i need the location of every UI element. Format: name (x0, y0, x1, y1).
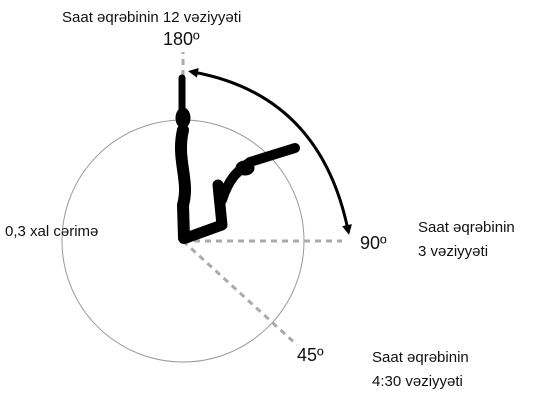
dashed-line-45 (183, 241, 297, 345)
angle-45: 45º (297, 345, 324, 365)
penalty-label: 0,3 xal cərimə (5, 223, 98, 240)
right-caption: Saat əqrəbinin (418, 219, 515, 236)
angle-180: 180º (163, 29, 200, 49)
diagram: Saat əqrəbinin 12 vəziyyəti 180º 0,3 xal… (0, 0, 557, 401)
bottom-caption: Saat əqrəbinin (372, 349, 469, 366)
angle-90: 90º (360, 233, 387, 253)
diver-vertical (176, 78, 190, 238)
bottom-caption: 4:30 vəziyyəti (372, 373, 463, 390)
right-caption: 3 vəziyyəti (418, 243, 488, 260)
diver-piked (186, 148, 295, 238)
top-caption: Saat əqrəbinin 12 vəziyyəti (62, 9, 241, 26)
